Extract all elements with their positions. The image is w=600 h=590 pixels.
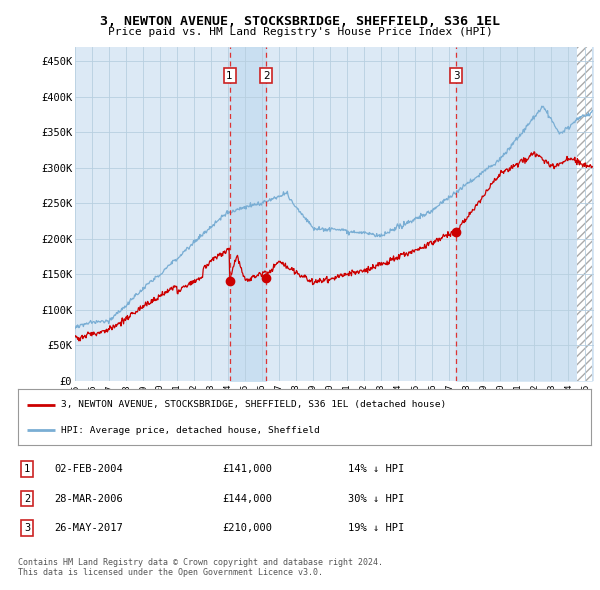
Text: 3: 3	[452, 71, 460, 81]
Text: 1: 1	[24, 464, 30, 474]
Text: 3: 3	[24, 523, 30, 533]
Text: £141,000: £141,000	[222, 464, 272, 474]
Text: 3, NEWTON AVENUE, STOCKSBRIDGE, SHEFFIELD, S36 1EL: 3, NEWTON AVENUE, STOCKSBRIDGE, SHEFFIEL…	[100, 15, 500, 28]
Text: 2: 2	[263, 71, 269, 81]
Text: 1: 1	[226, 71, 233, 81]
Text: 26-MAY-2017: 26-MAY-2017	[54, 523, 123, 533]
Text: HPI: Average price, detached house, Sheffield: HPI: Average price, detached house, Shef…	[61, 426, 320, 435]
Text: Price paid vs. HM Land Registry's House Price Index (HPI): Price paid vs. HM Land Registry's House …	[107, 27, 493, 37]
Text: Contains HM Land Registry data © Crown copyright and database right 2024.
This d: Contains HM Land Registry data © Crown c…	[18, 558, 383, 577]
Text: 28-MAR-2006: 28-MAR-2006	[54, 494, 123, 503]
Text: 14% ↓ HPI: 14% ↓ HPI	[348, 464, 404, 474]
Text: £210,000: £210,000	[222, 523, 272, 533]
Text: 3, NEWTON AVENUE, STOCKSBRIDGE, SHEFFIELD, S36 1EL (detached house): 3, NEWTON AVENUE, STOCKSBRIDGE, SHEFFIEL…	[61, 400, 446, 409]
Text: £144,000: £144,000	[222, 494, 272, 503]
Text: 30% ↓ HPI: 30% ↓ HPI	[348, 494, 404, 503]
Text: 2: 2	[24, 494, 30, 503]
Text: 02-FEB-2004: 02-FEB-2004	[54, 464, 123, 474]
Text: 19% ↓ HPI: 19% ↓ HPI	[348, 523, 404, 533]
